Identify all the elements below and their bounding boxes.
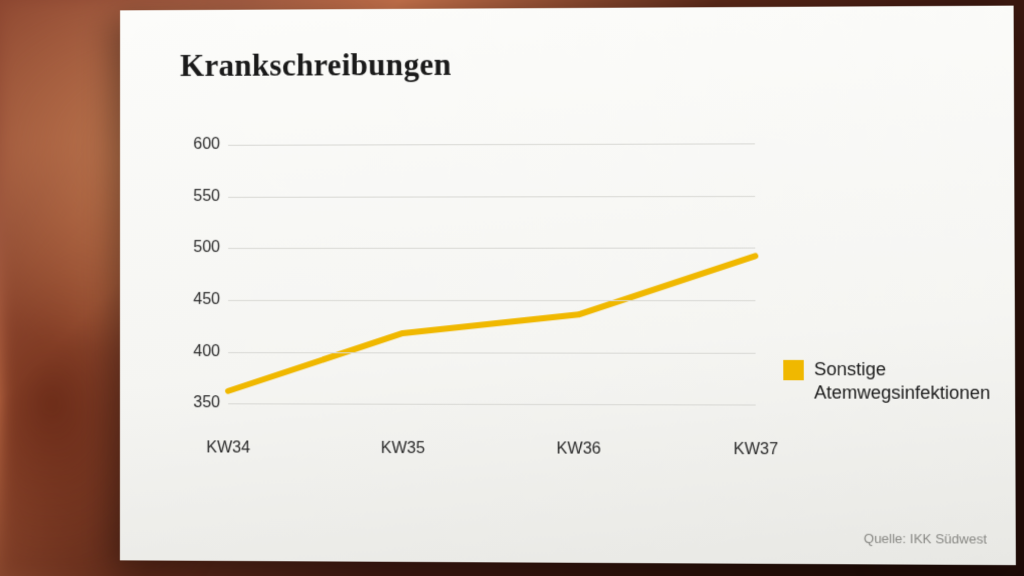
gridline <box>228 300 755 301</box>
legend-label: Sonstige Atemwegsinfektionen <box>814 358 990 406</box>
source-attribution: Quelle: IKK Südwest <box>864 531 987 547</box>
line-series <box>228 117 756 431</box>
legend: Sonstige Atemwegsinfektionen <box>783 358 990 406</box>
y-axis-label: 550 <box>180 187 220 205</box>
y-axis-label: 600 <box>180 136 220 154</box>
y-axis-label: 400 <box>180 343 220 361</box>
plot-region <box>228 117 756 431</box>
y-axis-label: 350 <box>180 394 220 412</box>
x-axis-label: KW37 <box>733 441 778 459</box>
legend-swatch <box>783 360 804 380</box>
x-axis-label: KW34 <box>206 439 250 457</box>
legend-label-line2: Atemwegsinfektionen <box>814 383 990 404</box>
chart-card: Krankschreibungen Sonstige Atemwegsinfek… <box>120 6 1016 566</box>
x-axis-label: KW35 <box>381 440 425 458</box>
y-axis-label: 500 <box>180 239 220 257</box>
legend-label-line1: Sonstige <box>814 359 886 379</box>
chart-area: Sonstige Atemwegsinfektionen 35040045050… <box>180 116 974 482</box>
chart-title: Krankschreibungen <box>180 44 964 84</box>
y-axis-label: 450 <box>180 291 220 309</box>
x-axis-label: KW36 <box>557 440 601 458</box>
